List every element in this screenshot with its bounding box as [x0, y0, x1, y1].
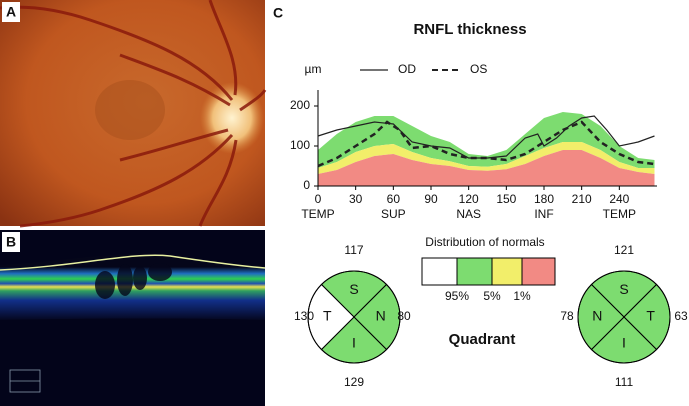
series-line — [317, 115, 655, 159]
distribution-label: 95% — [445, 289, 469, 303]
panel-label-box — [2, 232, 20, 252]
x-tick-label: 90 — [424, 192, 438, 206]
legend-label: OD — [398, 62, 416, 76]
oct-scan — [0, 230, 266, 406]
region-label: SUP — [381, 207, 406, 221]
series-line — [317, 120, 655, 168]
distribution-swatch — [421, 257, 458, 286]
x-tick-label: 240 — [609, 192, 629, 206]
sector-value: 121 — [614, 243, 634, 257]
fundus-photo — [0, 0, 267, 228]
sector-value: 63 — [674, 309, 688, 323]
sector-letter: S — [349, 281, 358, 297]
distribution-label: 1% — [513, 289, 531, 303]
region-label: NAS — [456, 207, 481, 221]
sector-value: 78 — [560, 309, 574, 323]
x-tick-label: 0 — [315, 192, 322, 206]
quadrant-outline — [307, 270, 401, 364]
panel-label: C — [273, 5, 283, 21]
distribution-swatch — [521, 257, 556, 286]
y-tick-label: 100 — [290, 138, 310, 152]
distribution-title: Distribution of normals — [425, 235, 544, 249]
x-tick-label: 150 — [496, 192, 516, 206]
x-tick-label: 120 — [459, 192, 479, 206]
chart-title: RNFL thickness — [413, 21, 526, 38]
normal-band — [318, 150, 655, 186]
sector-letter: T — [323, 308, 332, 324]
sector-letter: I — [352, 334, 356, 350]
sector-value: 111 — [615, 375, 634, 389]
x-tick-label: 60 — [387, 192, 401, 206]
y-tick-label: 200 — [290, 98, 310, 112]
sector-letter: S — [619, 281, 628, 297]
sector-letter: N — [376, 308, 386, 324]
y-axis-label: µm — [305, 62, 322, 76]
distribution-label: 5% — [483, 289, 501, 303]
region-label: INF — [534, 207, 553, 221]
panel-label: A — [6, 4, 16, 20]
sector-value: 130 — [294, 309, 314, 323]
distribution-swatch — [456, 257, 493, 286]
distribution-swatch — [491, 257, 523, 286]
sector-value: 129 — [344, 375, 364, 389]
sector-letter: N — [592, 308, 602, 324]
region-label: TEMP — [603, 207, 636, 221]
panel-label: B — [6, 234, 16, 250]
sector-value: 117 — [344, 243, 363, 257]
region-label: TEMP — [301, 207, 334, 221]
legend-label: OS — [470, 62, 487, 76]
x-tick-label: 30 — [349, 192, 363, 206]
sector-value: 80 — [397, 309, 411, 323]
quadrant-title: Quadrant — [449, 331, 516, 348]
x-tick-label: 180 — [534, 192, 554, 206]
sector-letter: I — [622, 334, 626, 350]
quadrant-outline — [577, 270, 671, 364]
y-tick-label: 0 — [303, 178, 310, 192]
sector-letter: T — [646, 308, 655, 324]
x-tick-label: 210 — [572, 192, 592, 206]
panel-label-box — [2, 2, 20, 22]
normal-band — [318, 112, 655, 168]
